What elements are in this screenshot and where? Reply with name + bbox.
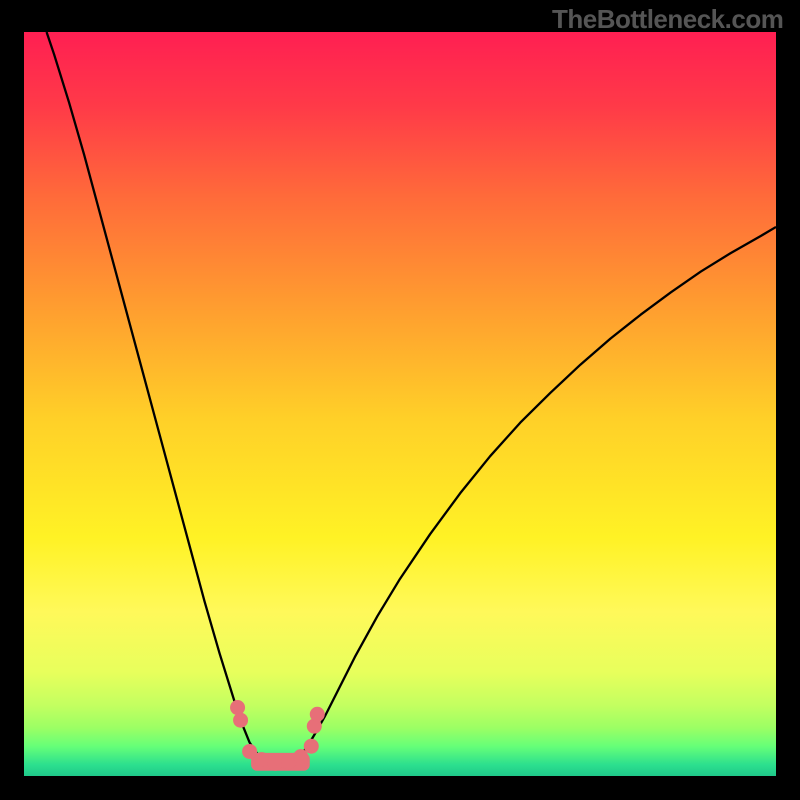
marker-dot (254, 752, 269, 767)
gradient-background (24, 32, 776, 776)
watermark-text: TheBottleneck.com (552, 4, 783, 35)
marker-dot (304, 739, 319, 754)
marker-dot (230, 700, 245, 715)
marker-dot (233, 713, 248, 728)
marker-dot (268, 756, 283, 771)
chart-svg (24, 32, 776, 776)
marker-dot (310, 707, 325, 722)
bottleneck-chart (24, 32, 776, 776)
